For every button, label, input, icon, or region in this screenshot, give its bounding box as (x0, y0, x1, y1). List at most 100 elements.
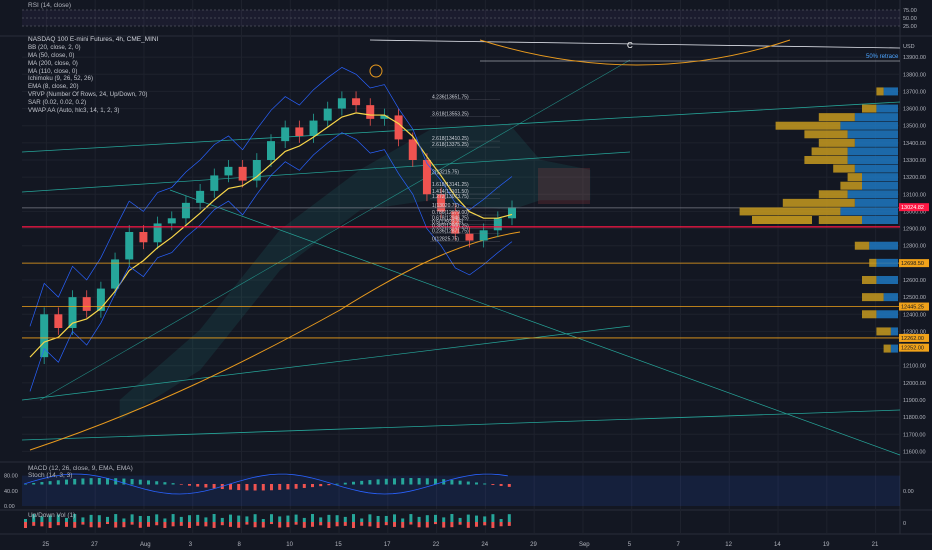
time-axis-label: 22 (433, 542, 440, 548)
volume-up-bar (294, 514, 298, 522)
time-axis-label: 19 (823, 542, 830, 548)
volume-profile-down (804, 156, 848, 164)
volume-down-bar (450, 522, 454, 528)
volume-down-bar (352, 522, 355, 528)
price-tick-label: 13700.00 (903, 89, 926, 95)
volume-up-bar (278, 516, 282, 522)
indicator-ma50[interactable]: MA (50, close, 0) (28, 51, 75, 59)
volume-down-bar (376, 522, 380, 528)
volume-down-bar (261, 522, 265, 528)
volume-down-bar (466, 522, 470, 528)
volume-down-bar (343, 522, 347, 526)
volume-profile-down (862, 104, 877, 113)
indicator-ma110[interactable]: MA (110, close, 0) (28, 67, 78, 75)
wave-marker-circle (369, 64, 383, 78)
volume-up-bar (343, 516, 347, 522)
fib-label: 1.272(13073.75) (432, 194, 469, 200)
time-axis-label: 14 (774, 542, 781, 548)
volume-up-bar (188, 515, 191, 522)
volume-down-bar (155, 522, 159, 526)
price-tick-label: 13100.00 (903, 192, 926, 198)
volume-down-bar (122, 522, 126, 528)
fib-label: 2.618(13375.25) (432, 142, 469, 148)
volume-profile-down (876, 87, 884, 96)
rsi-pane-title: RSI (14, close) (28, 2, 71, 9)
volume-down-bar (40, 522, 44, 527)
volume-down-bar (475, 522, 478, 527)
candle-body (267, 141, 275, 160)
price-badge-label: 12252.00 (901, 346, 924, 352)
volume-down-bar (311, 522, 314, 527)
fib-label: 0.382(12900.25) (432, 224, 469, 230)
volume-up-bar (458, 517, 462, 522)
indicator-sar[interactable]: SAR (0.02, 0.02, 0.2) (28, 98, 87, 106)
time-axis-label: 10 (286, 542, 293, 548)
volume-down-bar (327, 522, 331, 528)
price-tick-label: 13200.00 (903, 175, 926, 181)
indicator-bb[interactable]: BB (20, close, 2, 0) (28, 44, 81, 51)
volume-profile-up (847, 147, 898, 156)
indicator-vwap[interactable]: VWAP AA (Auto, hlc3, 14, 1, 2, 3) (28, 106, 120, 114)
price-tick-label: 13900.00 (903, 55, 926, 61)
price-badge-bg (899, 333, 929, 342)
volume-up-bar (360, 518, 364, 522)
volume-down-bar (507, 522, 511, 526)
volume-up-bar (179, 516, 183, 522)
trendline-steep (39, 59, 631, 401)
volume-up-bar (56, 514, 60, 522)
volume-profile-up (854, 164, 898, 173)
volume-down-bar (434, 522, 437, 525)
volume-profile-down (833, 164, 855, 173)
volume-up-bar (229, 514, 232, 522)
candle-body (125, 232, 134, 260)
volume-up-bar (106, 516, 109, 522)
macd-histogram-bar (491, 484, 495, 485)
macd-histogram-bar (327, 484, 331, 486)
indicator-ma200[interactable]: MA (200, close, 0) (28, 59, 78, 67)
candle-body (238, 166, 247, 181)
volume-profile-down (782, 198, 855, 207)
trendline-lower (21, 409, 901, 441)
time-axis-label: 8 (238, 542, 242, 548)
volume-profile-up (854, 198, 898, 207)
candle-body (337, 98, 346, 109)
candle-body (167, 218, 176, 224)
macd-right-label: 0.00 (903, 489, 914, 495)
volume-up-bar (122, 518, 126, 522)
macd-histogram-bar (401, 478, 405, 485)
volume-profile-up (876, 104, 898, 113)
macd-histogram-bar (253, 484, 257, 491)
volume-up-bar (466, 514, 470, 522)
candle-body (394, 115, 403, 140)
macd-histogram-bar (278, 484, 282, 490)
macd-histogram-bar (163, 482, 167, 485)
volume-up-bar (393, 514, 396, 522)
candle-body (40, 314, 49, 358)
price-tick-label: 12600.00 (903, 278, 926, 284)
volume-down-bar (138, 522, 142, 528)
volume-profile-up (840, 207, 898, 216)
volume-profile-up (840, 121, 898, 130)
volume-up-bar (24, 519, 27, 522)
fib-label: 0.618(12946.25) (432, 216, 469, 222)
macd-histogram-bar (311, 484, 314, 488)
macd-histogram-bar (376, 479, 380, 485)
volume-up-bar (335, 515, 339, 522)
macd-histogram-bar (24, 484, 27, 485)
volume-up-bar (114, 514, 118, 522)
volume-down-bar (458, 522, 462, 525)
price-tick-label: 11700.00 (903, 432, 926, 438)
macd-histogram-bar (196, 484, 200, 487)
macd-histogram-bar (138, 479, 142, 485)
volume-profile-up (862, 181, 898, 190)
volume-down-bar (196, 522, 200, 526)
volume-up-bar (245, 516, 249, 522)
indicator-ema[interactable]: EMA (8, close, 20) (28, 83, 79, 91)
macd-histogram-bar (179, 484, 183, 485)
indicator-vrvp[interactable]: VRVP (Number Of Rows, 24, Up/Down, 70) (28, 91, 148, 99)
fib-label: 2(13215.75) (432, 169, 459, 175)
volume-down-bar (294, 522, 298, 525)
indicator-ichimoku[interactable]: Ichimoku (9, 26, 52, 26) (28, 75, 94, 83)
price-badge-bg (899, 203, 929, 212)
